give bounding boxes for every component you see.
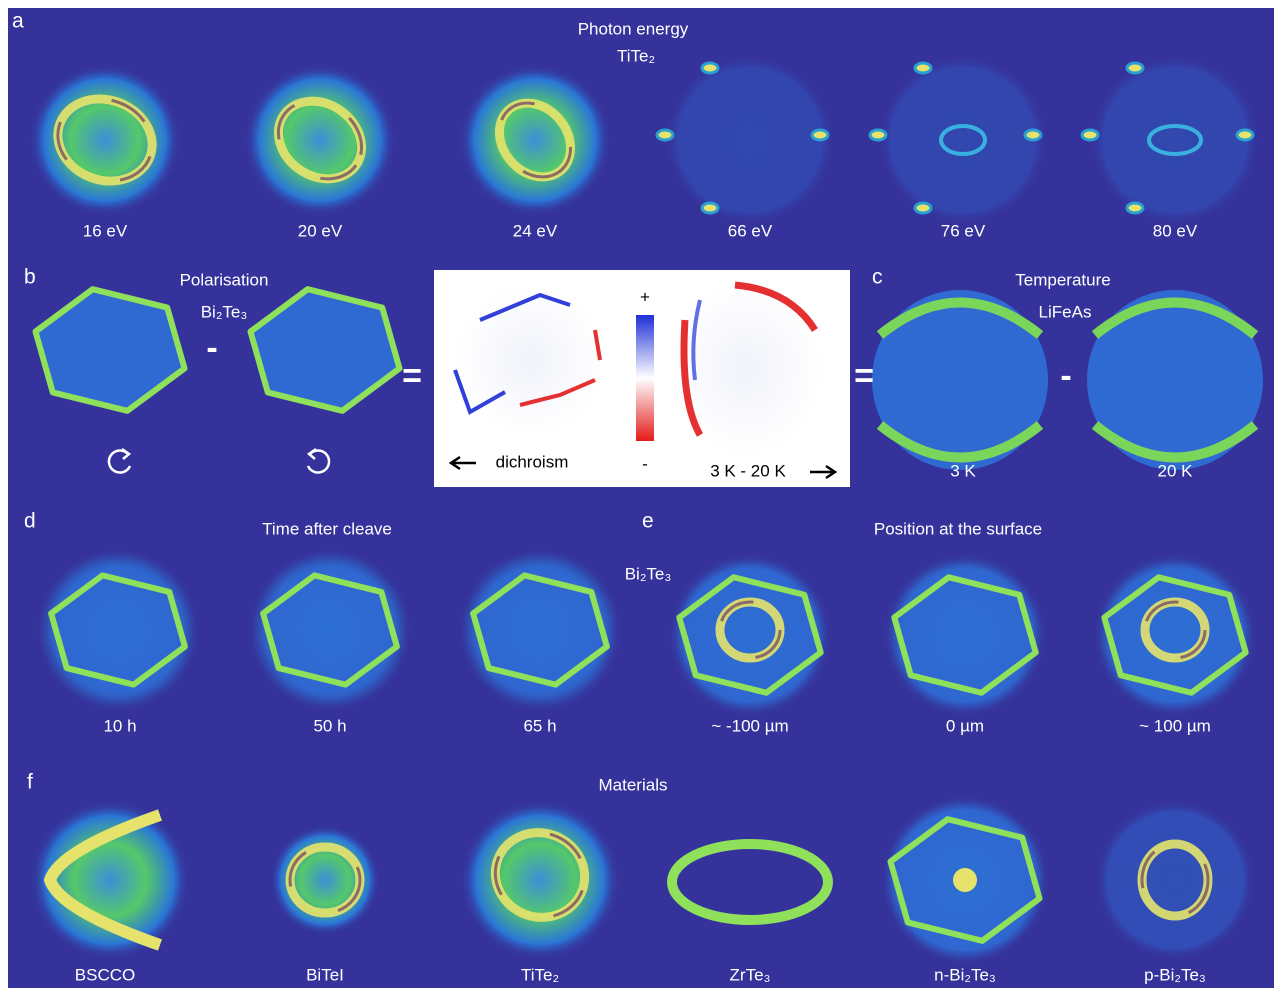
panel-label: a — [12, 10, 24, 33]
intensity-map — [1095, 800, 1255, 960]
panel-label: b — [24, 266, 36, 289]
panel-label: e — [642, 510, 654, 533]
spot — [812, 130, 828, 140]
intensity-map — [665, 55, 835, 225]
intensity-map — [244, 64, 396, 216]
panel-title: Time after cleave — [262, 519, 392, 538]
colorbar-minus: - — [642, 454, 648, 473]
caption: 24 eV — [513, 221, 558, 240]
caption: BSCCO — [75, 965, 135, 984]
spot — [870, 130, 886, 140]
caption: TiTe₂ — [521, 965, 559, 984]
panel-label: d — [24, 510, 36, 533]
spot — [915, 63, 931, 73]
operator: - — [1060, 357, 1071, 395]
caption: 20 eV — [298, 221, 343, 240]
intensity-map — [459, 64, 611, 216]
caption: n-Bi₂Te₃ — [934, 965, 996, 984]
caption: ZrTe₃ — [730, 965, 771, 984]
panel-title: Polarisation — [180, 270, 269, 289]
caption: ~ 100 µm — [1139, 716, 1211, 735]
caption: dichroism — [496, 452, 569, 471]
spot — [1025, 130, 1041, 140]
caption: 80 eV — [1153, 221, 1198, 240]
colorbar — [636, 315, 654, 441]
caption: 66 eV — [728, 221, 773, 240]
dichroism-map — [668, 280, 824, 456]
intensity-map — [460, 800, 620, 960]
spot — [1237, 130, 1253, 140]
spot — [702, 63, 718, 73]
caption: ~ -100 µm — [711, 716, 788, 735]
spot — [915, 203, 931, 213]
operator: - — [206, 329, 217, 367]
caption: 65 h — [523, 716, 556, 735]
panel-title: Materials — [599, 775, 668, 794]
caption: 3 K - 20 K — [710, 461, 786, 480]
panel-label: f — [27, 771, 33, 794]
operator: = — [402, 357, 422, 395]
panel-title: Photon energy — [578, 19, 689, 38]
caption: 20 K — [1158, 461, 1194, 480]
figure: a Photon energy TiTe₂ b Polarisation Bi₂… — [0, 0, 1274, 988]
caption: BiTeI — [306, 965, 344, 984]
material: LiFeAs — [1039, 302, 1092, 321]
spot — [1082, 130, 1098, 140]
spot — [1127, 63, 1143, 73]
caption: 3 K — [950, 461, 976, 480]
caption: 50 h — [313, 716, 346, 735]
caption: 76 eV — [941, 221, 986, 240]
caption: 16 eV — [83, 221, 128, 240]
material: Bi₂Te₃ — [201, 302, 248, 321]
intensity-map — [29, 64, 181, 216]
caption: 0 µm — [946, 716, 984, 735]
caption: p-Bi₂Te₃ — [1144, 965, 1206, 984]
colorbar-plus: + — [640, 287, 650, 306]
caption: 10 h — [103, 716, 136, 735]
material: TiTe₂ — [617, 46, 655, 65]
spot — [953, 868, 977, 892]
panel-title: Temperature — [1015, 270, 1110, 289]
intensity-map — [878, 55, 1048, 225]
spot — [1127, 203, 1143, 213]
panel-label: c — [872, 266, 883, 289]
panel-title: Position at the surface — [874, 519, 1042, 538]
operator: = — [854, 357, 874, 395]
spot — [702, 203, 718, 213]
spot — [657, 130, 673, 140]
dichroism-map — [454, 284, 606, 436]
background — [8, 8, 1274, 988]
intensity-map — [1090, 55, 1260, 225]
material: Bi₂Te₃ — [625, 564, 672, 583]
